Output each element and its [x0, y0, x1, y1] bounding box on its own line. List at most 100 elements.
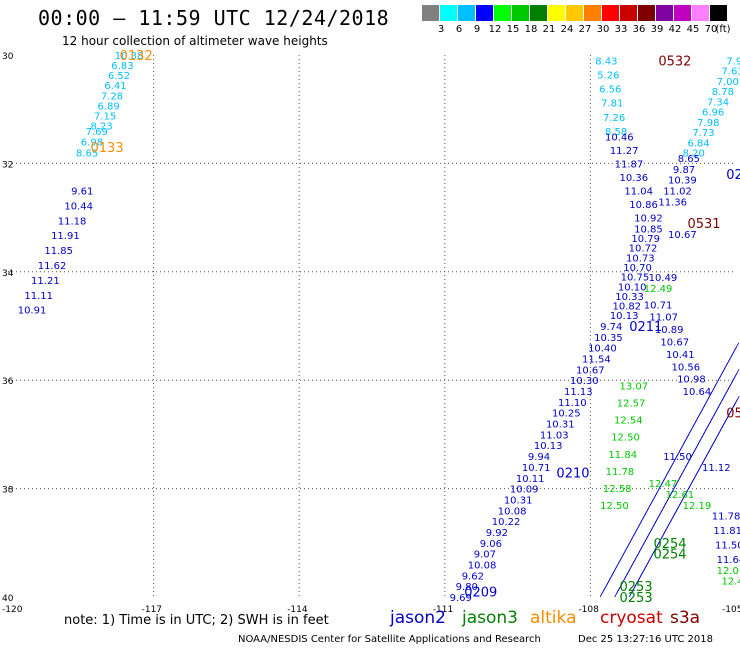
- wave-height-value: 10.82: [613, 302, 642, 313]
- legend-tick: 9: [473, 24, 481, 35]
- wave-height-value: 10.09: [510, 485, 539, 496]
- satellite-altika: altika: [530, 608, 577, 628]
- wave-height-value: 11.85: [44, 246, 73, 257]
- wave-height-value: 7.73: [692, 128, 714, 139]
- wave-height-value: 10.98: [677, 375, 706, 386]
- pass-time-label: 0532: [658, 54, 691, 69]
- wave-height-value: 10.35: [594, 333, 623, 344]
- legend-tick: 24: [560, 24, 574, 35]
- wave-height-value: 11.62: [38, 261, 67, 272]
- wave-height-value: 12.47: [649, 479, 678, 490]
- page-subtitle: 12 hour collection of altimeter wave hei…: [62, 34, 328, 48]
- wave-height-value: 10.67: [668, 230, 697, 241]
- wave-height-value: 10.67: [576, 365, 605, 376]
- wave-height-value: 10.92: [634, 214, 663, 225]
- wave-height-value: 7.63: [721, 67, 740, 78]
- legend-swatch: [674, 5, 691, 21]
- wave-height-value: 10.08: [468, 560, 497, 571]
- lat-label: 30: [2, 52, 14, 62]
- legend-tick: 15: [506, 24, 520, 35]
- wave-height-value: 9.94: [528, 452, 550, 463]
- wave-height-value: 11.50: [663, 452, 692, 463]
- wave-height-value: 8.23: [91, 121, 113, 132]
- pass-time-label: 0212: [726, 168, 740, 183]
- lat-label: 32: [2, 160, 13, 170]
- wave-height-value: 8.78: [712, 87, 734, 98]
- legend-tick: 30: [596, 24, 610, 35]
- wave-height-value: 7.15: [94, 111, 116, 122]
- wave-height-value: 10.49: [649, 273, 678, 284]
- wave-height-value: 8.43: [595, 56, 617, 67]
- legend-swatch: [512, 5, 529, 21]
- track-tick: [733, 369, 740, 379]
- page-title: 00:00 – 11:59 UTC 12/24/2018: [38, 6, 390, 30]
- wave-height-value: 10.25: [552, 409, 581, 420]
- wave-height-value: 11.36: [658, 197, 687, 208]
- wave-height-value: 7.28: [101, 91, 123, 102]
- axis-labels: 30 32 34 36 38 40-120 -117 -114 -111 -108 -105: [2, 52, 740, 615]
- track-lines: [599, 342, 740, 598]
- wave-height-value: 5.26: [597, 71, 619, 82]
- wave-height-value: 10.70: [623, 263, 652, 274]
- lat-label: 38: [2, 486, 14, 496]
- wave-height-value: 6.83: [111, 61, 133, 72]
- lon-label: -108: [578, 605, 599, 615]
- wave-height-value: 11.10: [558, 398, 587, 409]
- wave-height-value: 10.39: [668, 176, 697, 187]
- wave-height-value: 10.40: [588, 344, 617, 355]
- lon-label: -105: [722, 605, 740, 615]
- wave-height-value: 9.06: [480, 539, 502, 550]
- pass-time-label: 0254: [653, 537, 686, 552]
- wave-height-value: 11.81: [713, 526, 740, 537]
- wave-height-value: 9.61: [71, 187, 93, 198]
- wave-height-value: 8.65: [678, 154, 700, 165]
- wave-height-value: 10.11: [516, 474, 545, 485]
- wave-height-value: 11.27: [610, 146, 639, 157]
- wave-height-value: 10.13: [534, 441, 563, 452]
- lon-label: -117: [142, 605, 162, 615]
- lat-label: 34: [2, 269, 14, 279]
- pass-time-label: 0210: [556, 466, 589, 481]
- pass-time-label: 0209: [464, 586, 497, 601]
- wave-height-value: 10.38: [115, 51, 144, 62]
- wave-height-value: 11.54: [582, 355, 611, 366]
- wave-height-value: 10.30: [570, 376, 599, 387]
- wave-height-value: 11.02: [663, 187, 692, 198]
- legend-tick: 70: [704, 24, 718, 35]
- wave-height-value: 10.41: [666, 350, 695, 361]
- satellite-jason3: jason3: [462, 608, 518, 628]
- wave-height-value: 11.78: [606, 467, 635, 478]
- wave-height-value: 10.89: [655, 325, 684, 336]
- pass-time-label: 0211: [629, 320, 662, 335]
- pass-time-label: 0253: [620, 580, 653, 595]
- wave-height-value: 10.71: [522, 463, 551, 474]
- legend-tick: 39: [650, 24, 664, 35]
- wave-height-value: 9.69: [450, 593, 472, 604]
- legend-tick: 18: [524, 24, 538, 35]
- pass-time-label: 0530: [726, 407, 740, 422]
- legend-tick: 3: [437, 24, 445, 35]
- wave-height-value: 10.44: [64, 201, 93, 212]
- wave-height-value: 12.49: [644, 284, 673, 295]
- wave-height-value: 10.75: [621, 273, 650, 284]
- map-grid: [8, 55, 736, 597]
- wave-height-value: 10.85: [634, 224, 663, 235]
- wave-height-value: 7.00: [717, 77, 739, 88]
- wave-height-value: 6.89: [97, 101, 119, 112]
- legend-tick: (ft): [715, 24, 731, 35]
- wave-height-value: 11.11: [24, 291, 53, 302]
- wave-height-value: 6.56: [599, 85, 621, 96]
- wave-height-value: 11.87: [615, 159, 644, 170]
- wave-height-value: 10.10: [618, 282, 647, 293]
- wave-height-value: 12.54: [614, 416, 643, 427]
- wave-height-value: 12.41: [721, 577, 740, 588]
- pass-time-label: 0531: [687, 217, 720, 232]
- legend-swatch: [440, 5, 457, 21]
- wave-height-value: 11.78: [712, 512, 740, 523]
- wave-height-value: 10.36: [620, 173, 649, 184]
- legend-tick: 36: [632, 24, 646, 35]
- wave-height-value: 11.13: [564, 387, 593, 398]
- wave-height-value: 7.98: [697, 118, 719, 129]
- wave-height-value: 10.33: [615, 292, 644, 303]
